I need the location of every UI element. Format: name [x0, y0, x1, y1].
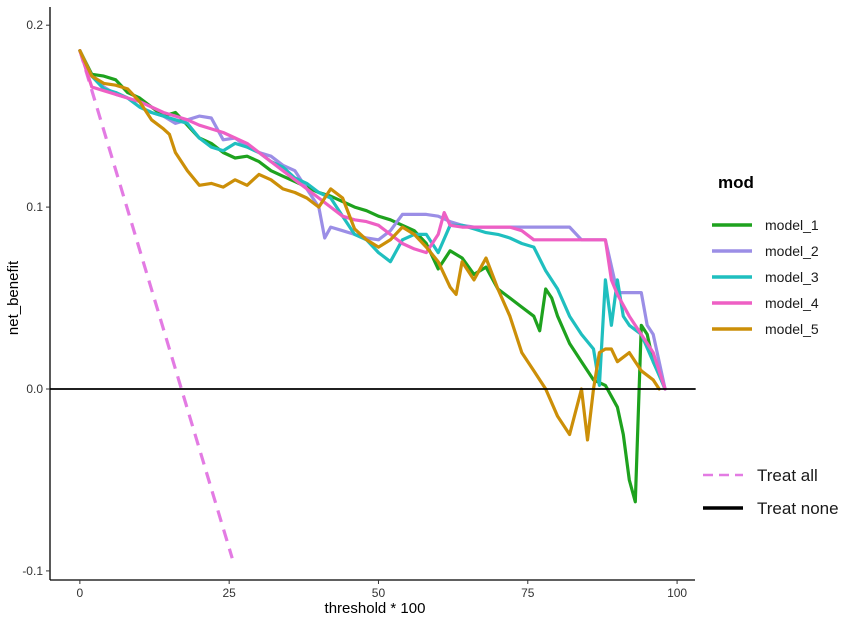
- legend-label-treat-all: Treat all: [757, 466, 818, 485]
- legend-label-model_3: model_3: [765, 269, 819, 285]
- axes: 0 25 50 75 100 -0.1 0.0 0.1 0.2: [22, 7, 695, 600]
- legend-label-treat-none: Treat none: [757, 499, 839, 518]
- legend-label-model_2: model_2: [765, 243, 819, 259]
- legend-label-model_4: model_4: [765, 295, 819, 311]
- y-tick-label: 0.2: [26, 18, 43, 32]
- x-tick-label: 50: [372, 586, 386, 600]
- series-line-model_3: [78, 49, 667, 391]
- legend-title: mod: [718, 173, 754, 192]
- x-axis-title: threshold * 100: [325, 600, 426, 617]
- series-line-model_5: [78, 49, 661, 442]
- y-tick-label: 0.0: [26, 382, 43, 396]
- y-tick-label: -0.1: [22, 564, 43, 578]
- x-tick-label: 0: [77, 586, 84, 600]
- x-tick-label: 75: [521, 586, 535, 600]
- y-axis-title: net_benefit: [5, 260, 22, 335]
- x-tick-label: 100: [667, 586, 687, 600]
- series-line-treat-all: [78, 50, 234, 559]
- legend-label-model_5: model_5: [765, 321, 819, 337]
- legend-label-model_1: model_1: [765, 217, 819, 233]
- reference-legend-items: Treat all Treat none: [703, 466, 839, 518]
- legend-items: model_1 model_2 model_3 model_4 model_5: [712, 217, 819, 337]
- series-line-model_4: [78, 49, 667, 391]
- x-tick-label: 25: [222, 586, 236, 600]
- y-tick-label: 0.1: [26, 200, 43, 214]
- plot-area: [49, 49, 696, 559]
- legend: mod model_1model_2model_3model_4model_5 …: [703, 173, 839, 518]
